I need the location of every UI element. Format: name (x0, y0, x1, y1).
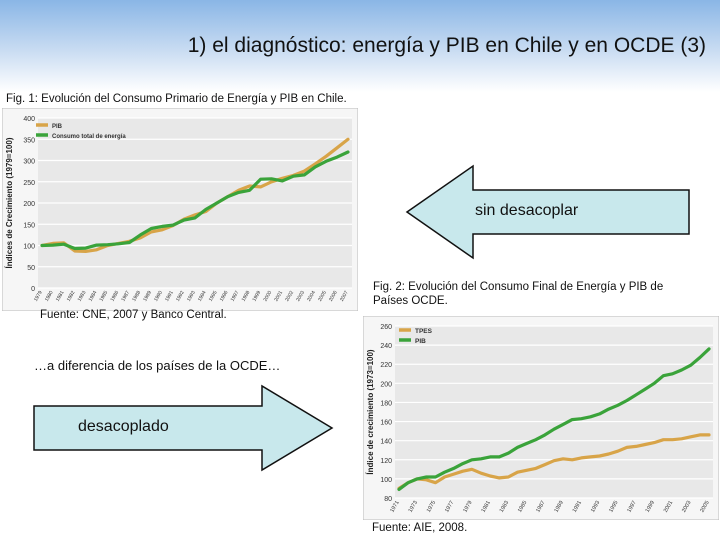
x-tick-label: 1999 (252, 290, 263, 303)
x-tick-label: 1979 (33, 290, 44, 303)
x-tick-label: 1982 (66, 290, 77, 303)
fig1-caption: Fig. 1: Evolución del Consumo Primario d… (6, 93, 347, 105)
x-tick-label: 1981 (481, 500, 492, 514)
x-tick-label: 1980 (44, 290, 55, 303)
x-tick-label: 2007 (339, 290, 350, 303)
x-tick-label: 1989 (142, 290, 153, 303)
x-tick-label: 1986 (109, 290, 120, 303)
x-tick-label: 1997 (626, 500, 637, 514)
y-tick-label: 240 (380, 343, 392, 350)
arrow-label-sin-desacoplar: sin desacoplar (475, 202, 579, 219)
x-tick-label: 1990 (153, 290, 164, 303)
series-line-pib (40, 137, 350, 253)
x-tick-label: 1995 (608, 500, 619, 514)
x-tick-label: 2001 (273, 290, 284, 303)
legend-label: Consumo total de energía (52, 134, 126, 140)
right-arrow-shape (33, 384, 334, 472)
y-axis-label: Índice de crecimiento (1973=100) (366, 349, 375, 475)
x-tick-label: 2001 (663, 500, 674, 514)
y-tick-label: 100 (380, 477, 392, 484)
x-tick-label: 1973 (408, 500, 419, 514)
x-tick-label: 2005 (699, 500, 710, 514)
y-tick-label: 100 (23, 244, 35, 251)
fig2-caption: Fig. 2: Evolución del Consumo Final de E… (373, 281, 664, 307)
y-axis-label: Índices de Crecimiento (1979=100) (5, 137, 14, 268)
y-tick-label: 180 (380, 400, 392, 407)
left-arrow-shape (405, 164, 690, 260)
y-tick-label: 220 (380, 362, 392, 369)
x-tick-label: 1983 (499, 500, 510, 514)
x-tick-label: 1983 (77, 290, 88, 303)
slide-title: 1) el diagnóstico: energía y PIB en Chil… (187, 34, 706, 57)
series-line-consumo-total-de-energ-a (40, 150, 350, 251)
y-tick-label: 80 (384, 496, 392, 503)
y-tick-label: 260 (380, 324, 392, 331)
y-tick-label: 150 (23, 222, 35, 229)
legend-label: PIB (415, 338, 426, 345)
x-tick-label: 1999 (645, 500, 656, 514)
x-tick-label: 2003 (295, 290, 306, 303)
y-tick-label: 200 (23, 201, 35, 208)
y-tick-label: 300 (23, 159, 35, 166)
x-tick-label: 1994 (197, 290, 208, 303)
x-tick-label: 2002 (284, 290, 295, 303)
y-tick-label: 200 (380, 381, 392, 388)
x-tick-label: 2004 (306, 290, 317, 303)
y-tick-label: 160 (380, 420, 392, 427)
x-tick-label: 1991 (164, 290, 175, 303)
legend-label: TPES (415, 328, 433, 335)
x-tick-label: 1979 (462, 500, 473, 514)
oecd-chart: 80 100 120 140 160 180 200 220 240 260 1971 1973 197… (363, 316, 719, 520)
x-tick-label: 1993 (590, 500, 601, 514)
y-tick-label: 250 (23, 180, 35, 187)
x-tick-label: 1975 (426, 500, 437, 514)
x-tick-label: 1985 (99, 290, 110, 303)
y-tick-label: 120 (380, 458, 392, 465)
y-tick-label: 400 (23, 116, 35, 123)
x-tick-label: 1971 (389, 500, 400, 514)
x-tick-label: 2003 (681, 500, 692, 514)
fig2-source: Fuente: AIE, 2008. (372, 522, 468, 534)
contrast-note: …a diferencia de los países de la OCDE… (34, 358, 281, 373)
y-tick-label: 0 (31, 286, 35, 293)
x-tick-label: 1996 (219, 290, 230, 303)
x-tick-label: 1985 (517, 500, 528, 514)
y-tick-label: 140 (380, 439, 392, 446)
x-tick-label: 2005 (317, 290, 328, 303)
series-line-pib (397, 347, 711, 491)
x-tick-label: 1988 (131, 290, 142, 303)
x-tick-label: 1987 (535, 500, 546, 514)
x-tick-label: 1981 (55, 290, 66, 303)
x-tick-label: 1992 (175, 290, 186, 303)
x-tick-label: 2006 (328, 290, 339, 303)
x-tick-label: 1995 (208, 290, 219, 303)
chile-chart: 0 50 100 150 200 250 300 350 400 1979 1980 1981 1982… (2, 108, 358, 311)
x-tick-label: 1993 (186, 290, 197, 303)
legend-label: PIB (52, 124, 63, 130)
x-tick-label: 1977 (444, 500, 455, 514)
arrow-label-desacoplado: desacoplado (78, 418, 169, 435)
y-tick-label: 50 (27, 265, 35, 272)
series-line-tpes (397, 433, 711, 490)
x-tick-label: 1997 (230, 290, 241, 303)
y-tick-label: 350 (23, 137, 35, 144)
fig1-source: Fuente: CNE, 2007 y Banco Central. (40, 309, 227, 321)
x-tick-label: 2000 (262, 290, 273, 303)
header-band (0, 0, 720, 92)
x-tick-label: 1991 (572, 500, 583, 514)
x-tick-label: 1987 (120, 290, 131, 303)
x-tick-label: 1989 (554, 500, 565, 514)
x-tick-label: 1998 (241, 290, 252, 303)
x-tick-label: 1984 (88, 290, 99, 303)
